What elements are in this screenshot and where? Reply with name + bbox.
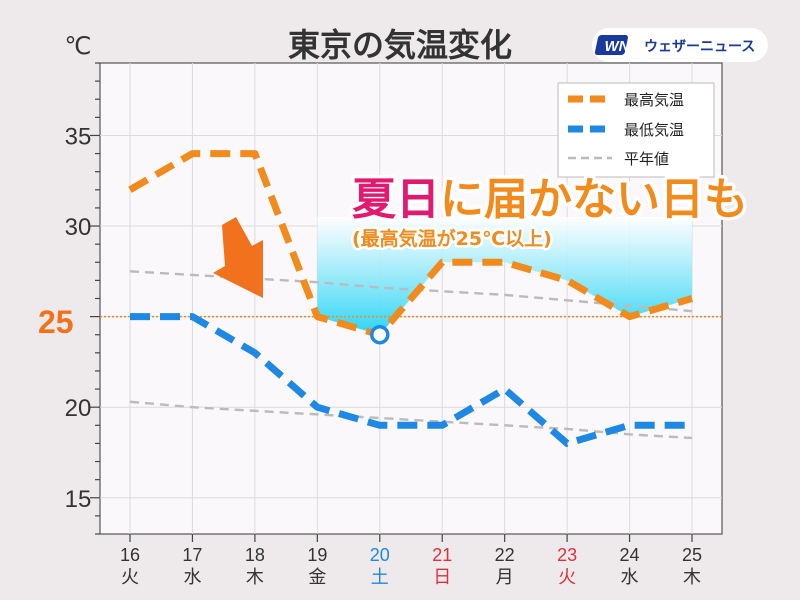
y-tick-label: 35 — [65, 123, 92, 150]
series-line-low — [130, 313, 692, 447]
highlight-shade — [317, 216, 692, 335]
brand-name: ウェザーニュース — [644, 39, 755, 55]
x-tick-date: 20 — [370, 545, 390, 565]
x-tick-day: 水 — [183, 567, 201, 587]
highlight-point-marker — [370, 324, 390, 345]
x-tick-day: 水 — [621, 567, 639, 587]
highlight-subtext: (最高気温が25℃以上) — [352, 227, 552, 250]
x-tick-date: 19 — [307, 545, 327, 565]
down-arrow-icon — [213, 217, 263, 298]
x-tick-date: 17 — [182, 545, 202, 565]
legend: 最高気温 最低気温 平年値 — [557, 82, 715, 178]
y-axis-ticks: 15 20 30 35 — [65, 62, 100, 535]
x-tick-date: 16 — [120, 545, 140, 565]
x-tick-date: 22 — [495, 545, 515, 565]
shade-region — [317, 216, 692, 335]
x-tick-day: 月 — [496, 567, 514, 587]
series-line-normal-low — [129, 400, 693, 440]
x-tick-date: 21 — [432, 545, 452, 565]
x-tick-date: 18 — [245, 545, 265, 565]
brand-logo-mark: WN — [605, 38, 631, 55]
legend-label-high: 最高気温 — [624, 91, 684, 109]
legend-label-low: 最低気温 — [624, 121, 684, 139]
highlight-headline: 夏日に届かない日も — [352, 174, 748, 225]
headline-part-1: 夏日 — [352, 174, 440, 225]
y-unit-label: ℃ — [65, 33, 92, 60]
x-tick-date: 24 — [620, 545, 640, 565]
series-line-high — [128, 150, 693, 339]
brand-logo: WN ウェザーニュース — [592, 28, 768, 62]
headline-part-2: に届かない日も — [440, 174, 748, 225]
threshold-label: 25 — [38, 304, 74, 340]
legend-label-normal: 平年値 — [624, 150, 669, 168]
x-tick-day: 火 — [121, 567, 139, 587]
x-tick-day: 日 — [433, 567, 451, 587]
chart-title: 東京の気温変化 — [288, 26, 512, 64]
x-tick-day: 木 — [683, 567, 701, 587]
x-tick-day: 金 — [308, 567, 326, 587]
y-tick-label: 15 — [65, 486, 92, 513]
x-tick-day: 火 — [558, 567, 576, 587]
x-tick-date: 23 — [557, 545, 577, 565]
x-tick-day: 木 — [246, 567, 264, 587]
x-tick-day: 土 — [371, 567, 389, 587]
x-tick-date: 25 — [682, 545, 702, 565]
y-tick-label: 20 — [65, 395, 92, 422]
y-tick-label: 30 — [65, 214, 92, 241]
